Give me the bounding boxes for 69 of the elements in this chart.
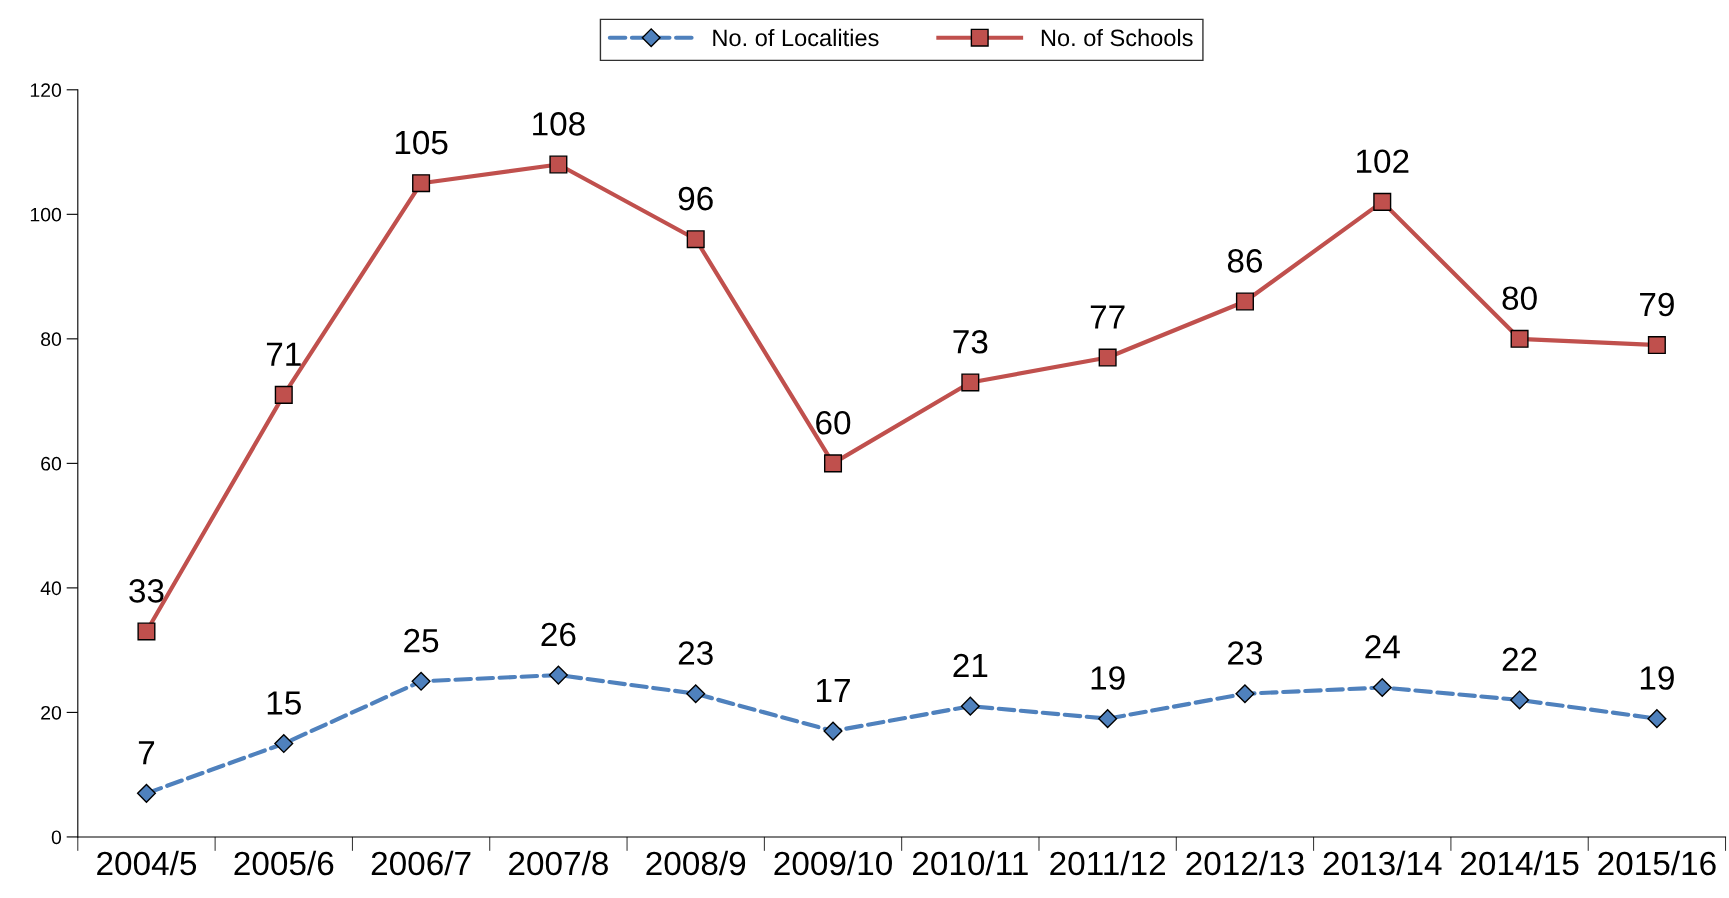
x-tick-label: 2014/15 [1461, 850, 1579, 876]
point [274, 385, 293, 404]
data-label: 15 [267, 691, 301, 715]
data-label: 23 [1228, 641, 1263, 665]
point [1510, 690, 1530, 710]
point [961, 373, 980, 392]
point [1510, 329, 1529, 348]
data-label: 96 [678, 186, 713, 211]
point [411, 671, 431, 691]
point [1235, 684, 1255, 704]
point [412, 174, 431, 193]
point [548, 665, 568, 685]
data-label: 23 [678, 641, 713, 665]
legend-label: No. of Localities [713, 28, 879, 47]
x-tick-label: 2011/12 [1050, 850, 1165, 876]
point [1647, 336, 1666, 355]
point [686, 684, 706, 704]
x-tick-label: 2005/6 [234, 850, 334, 876]
y-tick-label: 80 [41, 332, 62, 347]
point [1098, 709, 1118, 729]
data-label: 17 [817, 679, 850, 702]
point [823, 454, 843, 473]
data-label: 86 [1227, 249, 1263, 273]
data-label: 7 [138, 741, 155, 765]
x-tick-label: 2009/10 [774, 850, 892, 876]
x-tick-label: 2013/14 [1323, 850, 1442, 876]
point [549, 155, 568, 174]
data-label: 26 [541, 622, 576, 647]
y-tick-label: 0 [51, 830, 62, 845]
point [1647, 709, 1667, 729]
point [960, 696, 980, 716]
y-tick-label: 60 [41, 456, 62, 471]
y-tick-label: 100 [30, 207, 62, 222]
data-label: 71 [266, 342, 301, 366]
data-label: 24 [1365, 635, 1400, 659]
data-label: 22 [1502, 647, 1537, 671]
x-tick-label: 2010/11 [913, 850, 1028, 876]
data-label: 73 [953, 330, 988, 354]
y-tick-label: 40 [40, 581, 62, 596]
data-label: 108 [533, 112, 585, 136]
x-tick-label: 2008/9 [646, 850, 746, 876]
data-label: 25 [404, 628, 439, 653]
data-label: 77 [1090, 305, 1125, 329]
data-label: 60 [816, 410, 851, 435]
data-label: 102 [1357, 149, 1409, 174]
data-label: 33 [129, 579, 164, 603]
point [1372, 677, 1392, 698]
data-label: 21 [953, 653, 988, 678]
point [1235, 292, 1254, 311]
point [686, 230, 705, 249]
data-label: 80 [1502, 286, 1537, 311]
x-tick-label: 2006/7 [371, 850, 471, 876]
data-label: 105 [395, 130, 448, 155]
x-tick-label: 2012/13 [1186, 850, 1304, 876]
legend-label: No. of Schools [1041, 28, 1193, 47]
point [1098, 348, 1117, 367]
data-label: 79 [1640, 292, 1674, 317]
point [137, 622, 156, 641]
point [1373, 192, 1392, 211]
y-tick-label: 20 [41, 705, 62, 720]
x-tick-label: 2007/8 [509, 850, 608, 876]
x-tick-label: 2015/16 [1598, 850, 1716, 876]
point [274, 734, 294, 754]
point [823, 721, 843, 741]
point [136, 783, 156, 803]
data-label: 19 [1640, 666, 1674, 690]
y-tick-label: 120 [30, 83, 62, 98]
data-label: 19 [1091, 666, 1125, 690]
x-tick-label: 2004/5 [97, 850, 197, 876]
